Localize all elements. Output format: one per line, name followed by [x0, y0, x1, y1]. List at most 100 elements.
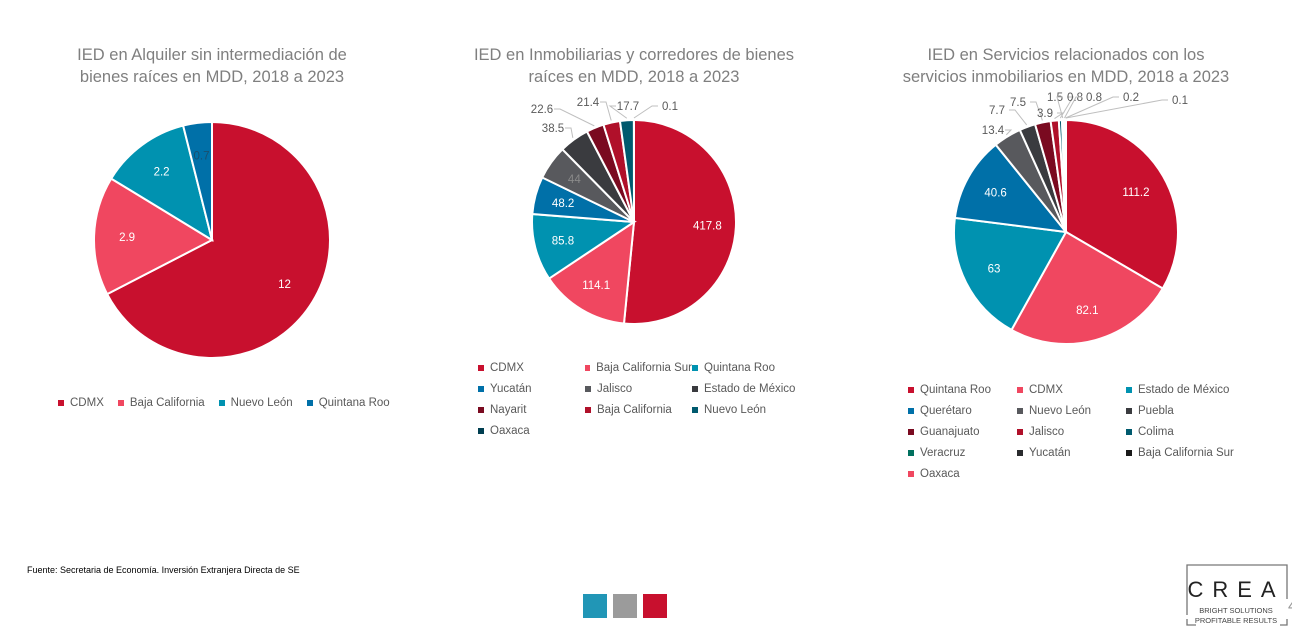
- data-label: 7.5: [1010, 97, 1026, 109]
- legend-swatch: [908, 387, 914, 393]
- pie-slice: [953, 216, 1068, 332]
- pie-slice: [109, 124, 214, 243]
- legend-label: Nayarit: [490, 404, 527, 416]
- legend-item: Querétaro: [908, 405, 1017, 417]
- chart-2-legend: CDMX Baja California Sur Quintana Roo Yucat…: [478, 362, 799, 437]
- title-line: bienes raíces en MDD, 2018 a 2023: [79, 68, 345, 86]
- legend-label: Veracruz: [920, 447, 966, 459]
- legend-label: Yucatán: [1029, 447, 1071, 459]
- legend-item: Baja California: [117, 397, 205, 409]
- legend-swatch: [908, 450, 914, 456]
- legend-swatch: [692, 365, 698, 371]
- leader-line: [1064, 96, 1082, 119]
- legend-item: Baja California: [585, 404, 692, 416]
- pie-slice: [531, 212, 637, 280]
- legend-swatch: [1017, 408, 1023, 414]
- legend-label: Baja California Sur: [1138, 447, 1234, 459]
- pie-slice: [1010, 230, 1165, 345]
- legend-label: Estado de México: [704, 383, 796, 395]
- data-label: 85.8: [552, 236, 574, 248]
- data-label: 13.4: [982, 125, 1005, 137]
- pie-slice: [181, 120, 213, 241]
- legend-swatch: [1017, 450, 1023, 456]
- legend-label: Guanajuato: [920, 426, 980, 438]
- legend-swatch: [1126, 387, 1132, 393]
- legend-item: CDMX: [1017, 384, 1126, 396]
- pie-slice: [953, 143, 1069, 234]
- legend-swatch: [1126, 408, 1132, 414]
- title-line: servicios inmobiliarios en MDD, 2018 a 2…: [902, 68, 1230, 86]
- legend-item: Yucatán: [478, 383, 585, 395]
- pie-slice: [622, 118, 737, 325]
- data-label: 417.8: [693, 221, 722, 233]
- data-label: 82.1: [1076, 305, 1098, 317]
- data-label: 3.9: [1037, 108, 1053, 120]
- leader-line: [1005, 129, 1013, 136]
- legend-swatch: [478, 365, 484, 371]
- chart-2-title: IED en Inmobiliarias y corredores de bie…: [464, 44, 804, 88]
- legend-item: Nuevo León: [218, 397, 293, 409]
- data-label: 0.1: [1172, 95, 1188, 107]
- legend-item: Estado de México: [1126, 384, 1246, 396]
- pie-slice: [547, 219, 636, 325]
- legend-item: Guanajuato: [908, 426, 1017, 438]
- data-label: 2.9: [119, 232, 135, 244]
- chart-3-title: IED en Servicios relacionados con los se…: [896, 44, 1236, 88]
- legend-label: Jalisco: [597, 383, 633, 395]
- logo-text: CREA: [1187, 577, 1284, 602]
- leader-line: [1065, 96, 1119, 119]
- legend-item: Jalisco: [1017, 426, 1126, 438]
- legend-swatch: [908, 408, 914, 414]
- legend-label: Baja California: [597, 404, 672, 416]
- legend-swatch: [692, 386, 698, 392]
- legend-swatch: [585, 365, 591, 371]
- legend-item: Veracruz: [908, 447, 1017, 459]
- chart-3-legend: Quintana Roo CDMX Estado de México Querétar…: [908, 384, 1246, 480]
- legend-item: CDMX: [58, 397, 104, 409]
- legend-label: Nuevo León: [230, 397, 293, 409]
- page-number: 4: [1288, 598, 1292, 615]
- legend-item: Quintana Roo: [692, 362, 799, 374]
- pie-slice: [1065, 118, 1179, 290]
- legend-label: Quintana Roo: [318, 397, 390, 409]
- leader-line: [1059, 96, 1074, 119]
- legend-item: Colima: [1126, 426, 1246, 438]
- legend-swatch: [908, 471, 914, 477]
- legend-label: Quintana Roo: [704, 362, 775, 374]
- data-label: 38.5: [542, 123, 564, 135]
- legend-swatch: [585, 386, 591, 392]
- legend-label: Nuevo León: [704, 404, 767, 416]
- pie-slice: [93, 177, 215, 296]
- legend-item: Nuevo León: [692, 404, 799, 416]
- legend-item: Baja California Sur: [1126, 447, 1246, 459]
- leader-line: [633, 105, 658, 119]
- title-line: raíces en MDD, 2018 a 2023: [528, 68, 740, 86]
- legend-swatch: [1017, 429, 1023, 435]
- data-label: 0.2: [1123, 92, 1139, 104]
- source-note: Fuente: Secretaria de Economía. Inversió…: [27, 565, 300, 575]
- title-line: IED en Alquiler sin intermediación de: [77, 46, 347, 64]
- legend-item: Estado de México: [692, 383, 799, 395]
- leader-line: [608, 105, 628, 119]
- chart-1-legend: CDMX Baja California Nuevo León Quintana Ro…: [58, 397, 390, 409]
- legend-swatch: [218, 400, 225, 406]
- legend-item: Jalisco: [585, 383, 692, 395]
- brand-square-teal: [583, 594, 607, 618]
- legend-label: Puebla: [1138, 405, 1174, 417]
- legend-swatch: [478, 386, 484, 392]
- svg-text:BRIGHT SOLUTIONS: BRIGHT SOLUTIONS: [1199, 606, 1273, 615]
- data-label: 21.4: [577, 97, 600, 109]
- legend-swatch: [1017, 387, 1023, 393]
- data-label: 40.6: [984, 188, 1006, 200]
- legend-label: CDMX: [490, 362, 524, 374]
- legend-label: Baja California Sur: [596, 362, 692, 374]
- data-label: 63: [988, 263, 1001, 275]
- legend-swatch: [1126, 429, 1132, 435]
- leader-line: [1030, 101, 1043, 121]
- svg-text:PROFITABLE RESULTS: PROFITABLE RESULTS: [1195, 616, 1277, 625]
- legend-label: Baja California: [129, 397, 205, 409]
- legend-item: Nuevo León: [1017, 405, 1126, 417]
- data-label: 48.2: [552, 198, 574, 210]
- legend-label: Yucatán: [490, 383, 532, 395]
- legend-swatch: [585, 407, 591, 413]
